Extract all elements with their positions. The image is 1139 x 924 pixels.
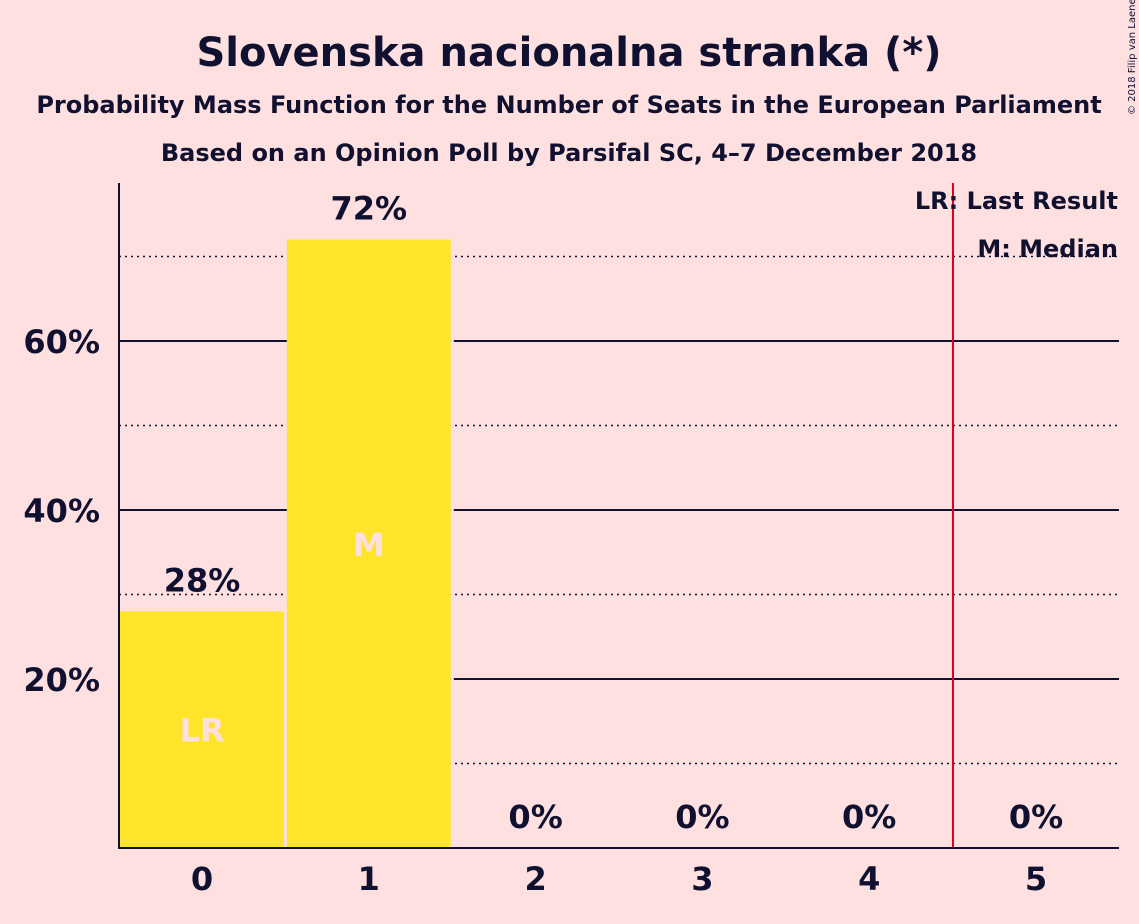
chart-subtitle-poll: Based on an Opinion Poll by Parsifal SC,…: [161, 139, 977, 167]
y-tick-label: 20%: [23, 661, 100, 699]
copyright-notice: © 2018 Filip van Laenen: [1127, 0, 1138, 115]
x-tick-label: 1: [358, 860, 380, 898]
chart-subtitle: Probability Mass Function for the Number…: [36, 91, 1101, 119]
legend-median: M: Median: [977, 235, 1118, 263]
x-tick-label: 2: [524, 860, 546, 898]
bars: [120, 239, 454, 849]
bar-1: [286, 239, 451, 849]
x-tick-label: 0: [191, 860, 213, 898]
marker-lr: LR: [179, 712, 224, 750]
x-tick-label: 3: [691, 860, 713, 898]
x-tick-label: 4: [858, 860, 880, 898]
y-tick-label: 40%: [23, 492, 100, 530]
legend-last-result: LR: Last Result: [915, 187, 1118, 215]
bar-gap: [450, 239, 454, 849]
value-label-4: 0%: [842, 798, 896, 836]
bar-gap: [284, 611, 287, 848]
x-tick-label: 5: [1025, 860, 1047, 898]
value-label-0: 28%: [164, 561, 241, 599]
y-tick-label: 60%: [23, 323, 100, 361]
value-label-3: 0%: [675, 798, 729, 836]
value-label-1: 72%: [331, 190, 408, 228]
bar-0: [120, 611, 284, 848]
marker-m: M: [353, 526, 385, 564]
chart-title: Slovenska nacionalna stranka (*): [196, 30, 941, 76]
value-label-2: 0%: [508, 798, 562, 836]
value-label-5: 0%: [1009, 798, 1063, 836]
